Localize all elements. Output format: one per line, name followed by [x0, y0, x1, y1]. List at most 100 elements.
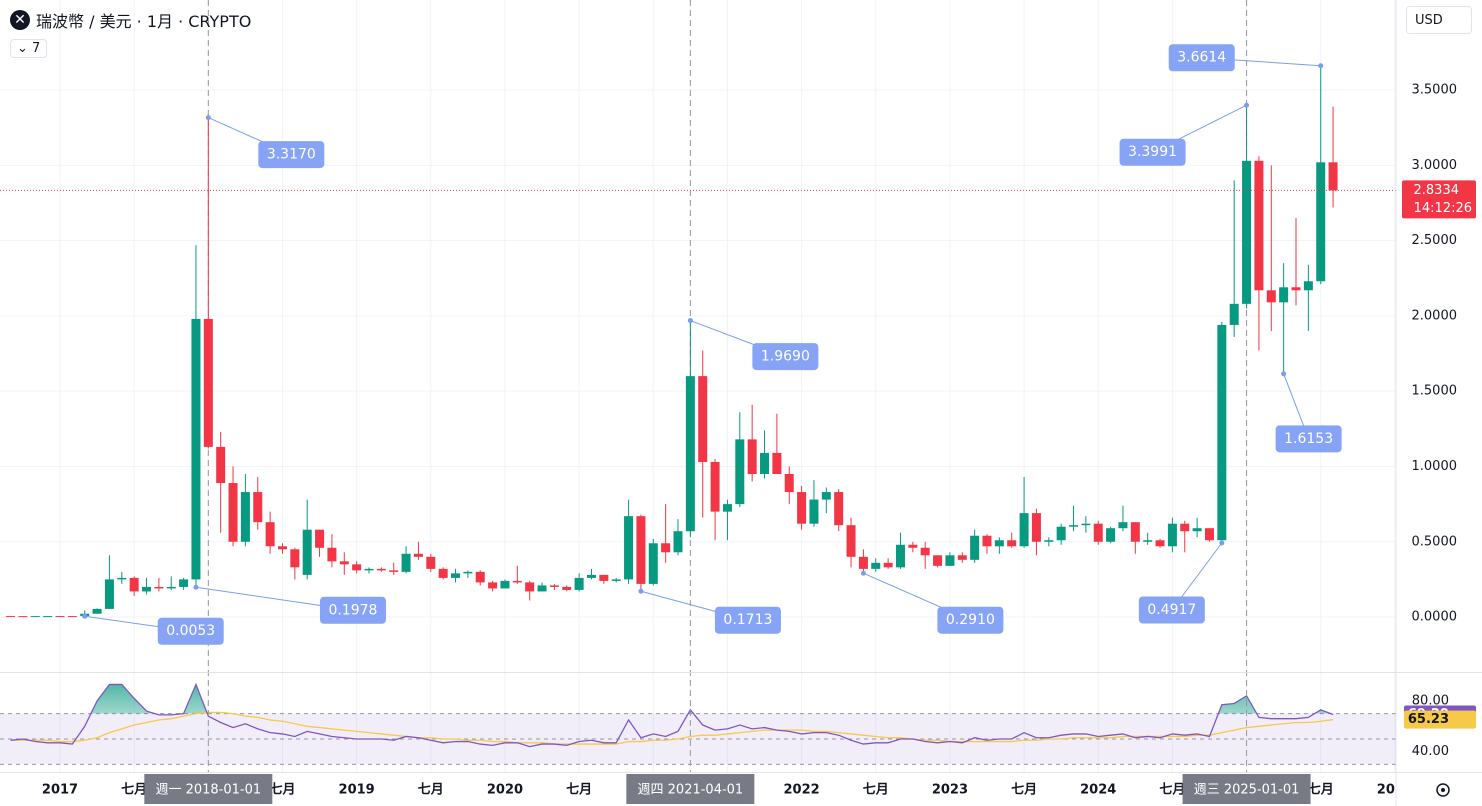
date-marker-box: [1182, 774, 1311, 804]
candle-body: [982, 535, 992, 547]
candle-body: [1254, 160, 1264, 291]
candle-body: [772, 452, 782, 474]
candle-body: [438, 568, 448, 578]
candle-body: [475, 571, 485, 583]
candle-body: [451, 573, 461, 578]
indicators-toggle[interactable]: ⌄ 7: [10, 39, 48, 58]
settings-icon[interactable]: [1436, 783, 1450, 797]
x-tick-label: 2019: [339, 783, 375, 798]
annotation-point: [687, 318, 693, 324]
candle-body: [512, 580, 522, 583]
annotation-label: 1.9690: [761, 349, 810, 365]
candle-body: [191, 318, 201, 580]
annotation-point: [860, 570, 866, 576]
candle-body: [1328, 162, 1338, 191]
symbol: 瑞波幣 / 美元 · 1月 · CRYPTO: [36, 12, 252, 31]
candle-body: [327, 547, 337, 562]
x-tick-label: 2026: [1377, 783, 1413, 798]
annotation-label: 0.4917: [1147, 602, 1196, 618]
candle-body: [1266, 290, 1276, 303]
candle-body: [970, 535, 980, 560]
candle-body: [216, 446, 226, 484]
last-price-label: 2.8334: [1414, 183, 1460, 198]
candle-body: [1242, 160, 1252, 304]
candle-body: [1130, 522, 1140, 542]
candle-body: [809, 499, 819, 524]
candle-body: [179, 579, 189, 587]
date-marker-label: 週四 2021-04-01: [638, 783, 744, 798]
annotation-point: [1244, 102, 1250, 108]
y-tick-label: 3.0000: [1412, 158, 1458, 173]
rsi-value-box: [1404, 710, 1476, 729]
candle-body: [1007, 540, 1017, 547]
candle-body: [92, 608, 102, 614]
candle-body: [549, 585, 559, 587]
candle-body: [661, 543, 671, 553]
y-tick-label: 1.5000: [1412, 384, 1458, 399]
annotation-point: [1281, 371, 1287, 377]
candle-body: [735, 439, 745, 505]
symbol-icon: ✕: [10, 10, 30, 30]
candle-body: [1044, 540, 1054, 542]
x-tick-label: 2017: [42, 783, 78, 798]
y-tick-label: 0.0000: [1412, 610, 1458, 625]
candle-body: [290, 549, 300, 568]
candle-body: [698, 376, 708, 462]
candle-body: [636, 516, 646, 584]
candle-body: [463, 571, 473, 574]
annotation-label: 0.2910: [946, 612, 995, 628]
annotation-label: 3.3991: [1128, 144, 1177, 160]
candle-body: [1081, 523, 1091, 526]
annotation-box: [1275, 425, 1342, 453]
candle-body: [1291, 287, 1301, 291]
candle-body: [673, 531, 683, 553]
symbol-header[interactable]: ✕ 瑞波幣 / 美元 · 1月 · CRYPTO: [10, 8, 251, 32]
candle-body: [537, 585, 547, 592]
candle-body: [500, 580, 510, 589]
annotation-box: [1138, 596, 1205, 624]
currency-button[interactable]: USD: [1406, 6, 1472, 34]
y-tick-label: 2.5000: [1412, 233, 1458, 248]
date-marker-label: 週三 2025-01-01: [1194, 783, 1300, 798]
candle-body: [67, 616, 77, 618]
candle-body: [1106, 528, 1116, 542]
x-tick-label: 七月: [863, 783, 889, 798]
candle-body: [315, 529, 325, 548]
candle-body: [834, 492, 844, 526]
candle-body: [1056, 526, 1066, 541]
candle-body: [253, 492, 263, 523]
candle-body: [525, 582, 535, 592]
candle-body: [586, 574, 596, 578]
candle-body: [265, 522, 275, 547]
candle-body: [1316, 162, 1326, 282]
candle-body: [1069, 525, 1079, 527]
countdown: 14:12:26: [1414, 201, 1472, 216]
x-tick-label: 七月: [269, 783, 295, 798]
annotation-label: 0.1978: [328, 602, 377, 618]
candle-body: [488, 582, 498, 589]
candle-body: [1204, 528, 1214, 541]
candle-body: [277, 546, 287, 550]
candle-body: [6, 616, 16, 618]
candle-body: [1019, 513, 1029, 547]
candle-body: [624, 516, 634, 580]
rsi-value-label: 65.23: [1408, 712, 1449, 727]
candle-body: [1167, 523, 1177, 547]
annotation-box: [258, 141, 325, 169]
candle-body: [389, 570, 399, 572]
y-tick-label: 0.5000: [1412, 534, 1458, 549]
candle-body: [1217, 324, 1227, 541]
rsi-tick-label: 40.00: [1412, 744, 1449, 759]
candle-body: [142, 586, 152, 592]
candle-body: [1229, 303, 1239, 325]
date-marker-label: 週一 2018-01-01: [155, 783, 261, 798]
candle-body: [871, 562, 881, 569]
candle-body: [599, 574, 609, 581]
candle-body: [883, 562, 893, 568]
candle-body: [129, 577, 139, 592]
y-tick-label: 1.0000: [1412, 459, 1458, 474]
candle-body: [648, 543, 658, 584]
annotation-box: [937, 606, 1004, 634]
